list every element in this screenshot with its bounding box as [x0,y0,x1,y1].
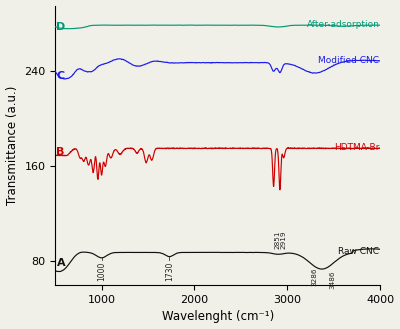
Text: D: D [56,22,66,32]
Text: After-adsorption: After-adsorption [306,20,380,29]
Text: 1730: 1730 [165,261,174,281]
Y-axis label: Transmittance (a.u.): Transmittance (a.u.) [6,86,18,205]
Text: A: A [56,258,65,267]
X-axis label: Wavelenght (cm⁻¹): Wavelenght (cm⁻¹) [162,311,274,323]
Text: HDTMA-Br: HDTMA-Br [334,143,380,152]
Text: B: B [56,147,65,157]
Text: Modified CNC: Modified CNC [318,56,380,65]
Text: Raw CNC: Raw CNC [338,247,380,256]
Text: 2851: 2851 [274,231,280,249]
Text: C: C [56,71,65,81]
Text: 3486: 3486 [330,271,336,290]
Text: 1000: 1000 [97,261,106,281]
Text: 3286: 3286 [311,267,317,286]
Text: 2919: 2919 [281,231,287,249]
